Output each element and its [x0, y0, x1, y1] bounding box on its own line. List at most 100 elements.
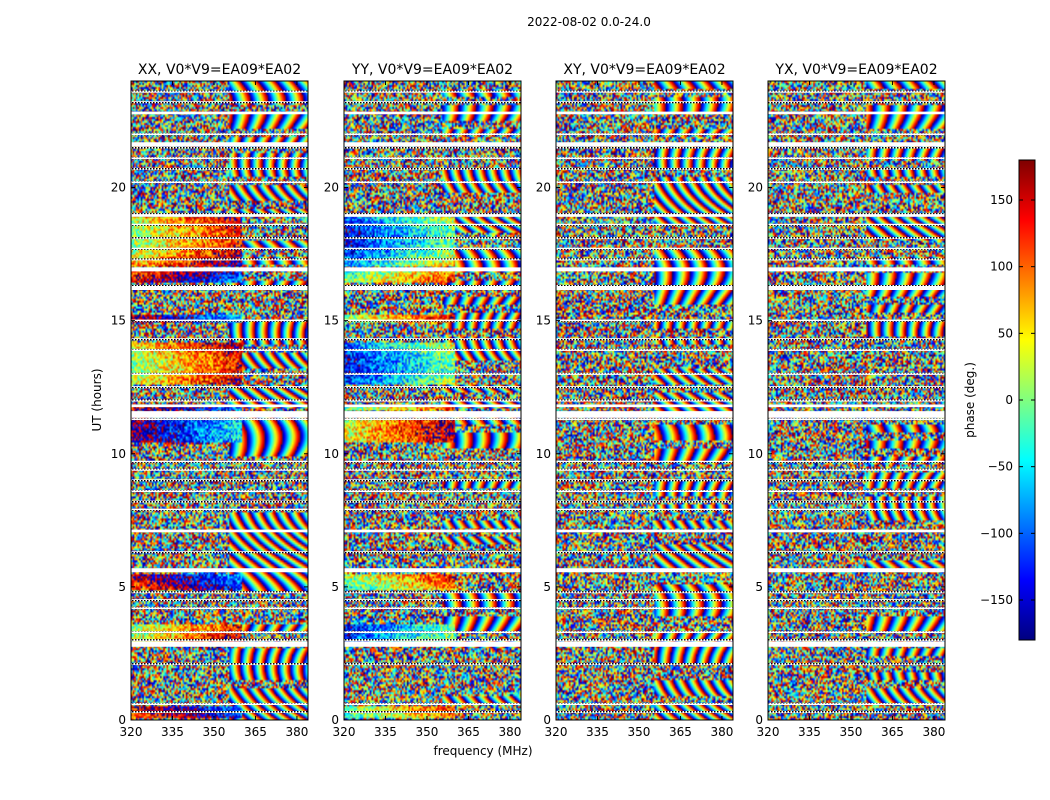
- y-tick-label: 15: [324, 314, 339, 328]
- flagged-row: [131, 223, 308, 226]
- data-gap: [768, 142, 945, 147]
- flagged-row: [131, 372, 308, 375]
- flagged-row: [768, 500, 945, 503]
- data-gap: [768, 267, 945, 272]
- flagged-row: [131, 479, 308, 482]
- flagged-row: [768, 146, 945, 149]
- figure-suptitle: 2022-08-02 0.0-24.0: [527, 15, 651, 29]
- flagged-row: [131, 181, 308, 184]
- flagged-row: [344, 338, 521, 341]
- flagged-row: [768, 418, 945, 421]
- data-gap: [131, 214, 308, 217]
- flagged-row: [556, 460, 733, 463]
- data-gap: [556, 568, 733, 573]
- flagged-row: [344, 479, 521, 482]
- data-gap: [768, 568, 945, 573]
- y-tick-label: 0: [755, 713, 763, 727]
- flagged-row: [131, 663, 308, 666]
- x-tick-label: 380: [710, 725, 733, 739]
- x-tick-label: 335: [586, 725, 609, 739]
- x-tick-label: 320: [120, 725, 143, 739]
- flagged-row: [768, 639, 945, 642]
- flagged-row: [768, 607, 945, 610]
- flagged-row: [768, 181, 945, 184]
- data-gap: [556, 411, 733, 418]
- flagged-row: [768, 386, 945, 389]
- flagged-row: [344, 551, 521, 554]
- flagged-row: [556, 338, 733, 341]
- flagged-row: [556, 711, 733, 714]
- flagged-row: [768, 338, 945, 341]
- x-tick-label: 380: [498, 725, 521, 739]
- data-gap: [131, 142, 308, 147]
- flagged-row: [768, 223, 945, 226]
- flagged-row: [768, 599, 945, 602]
- data-gap: [768, 404, 945, 408]
- flagged-row: [131, 157, 308, 160]
- flagged-row: [131, 386, 308, 389]
- flagged-row: [556, 500, 733, 503]
- data-gap: [556, 267, 733, 272]
- x-tick-label: 320: [757, 725, 780, 739]
- flagged-row: [768, 90, 945, 93]
- flagged-row: [556, 663, 733, 666]
- flagged-row: [768, 711, 945, 714]
- flagged-row: [131, 703, 308, 706]
- flagged-row: [131, 639, 308, 642]
- flagged-row: [768, 319, 945, 322]
- colorbar-tick-label: 100: [990, 260, 1013, 274]
- data-gap: [344, 286, 521, 291]
- flagged-row: [131, 607, 308, 610]
- flagged-row: [344, 639, 521, 642]
- flagged-row: [556, 551, 733, 554]
- flagged-row: [768, 258, 945, 261]
- flagged-row: [556, 418, 733, 421]
- flagged-row: [556, 319, 733, 322]
- flagged-row: [131, 399, 308, 402]
- x-tick-label: 335: [374, 725, 397, 739]
- flagged-row: [344, 157, 521, 160]
- y-axis-label: UT (hours): [90, 368, 104, 431]
- panel-title: XY, V0*V9=EA09*EA02: [563, 62, 725, 78]
- flagged-row: [344, 399, 521, 402]
- y-tick-label: 20: [111, 181, 126, 195]
- flagged-row: [344, 146, 521, 149]
- flagged-row: [131, 167, 308, 170]
- data-gap: [768, 641, 945, 647]
- y-tick-label: 20: [748, 181, 763, 195]
- flagged-row: [556, 599, 733, 602]
- flagged-row: [344, 319, 521, 322]
- panel-yx: YX, V0*V9=EA09*EA02 320 335 350 365 380 0 5 10 15…: [748, 62, 946, 739]
- data-gap: [556, 142, 733, 147]
- flagged-row: [556, 181, 733, 184]
- data-gap: [344, 214, 521, 217]
- y-tick-label: 20: [324, 181, 339, 195]
- y-tick-label: 5: [331, 580, 339, 594]
- flagged-row: [556, 348, 733, 351]
- panel-xy: XY, V0*V9=EA09*EA02 320 335 350 365 380 0 5 10 15…: [536, 62, 734, 739]
- data-gap: [131, 404, 308, 408]
- colorbar-tick-label: 50: [998, 326, 1013, 340]
- flagged-row: [131, 551, 308, 554]
- data-gap: [344, 267, 521, 272]
- flagged-row: [768, 133, 945, 136]
- flagged-row: [344, 237, 521, 240]
- flagged-row: [344, 631, 521, 634]
- panel-frame: [130, 80, 309, 721]
- flagged-row: [344, 663, 521, 666]
- flagged-row: [556, 631, 733, 634]
- colorbar-tick-label: 150: [990, 193, 1013, 207]
- flagged-row: [131, 711, 308, 714]
- flagged-row: [768, 551, 945, 554]
- flagged-row: [768, 591, 945, 594]
- x-tick-label: 350: [416, 725, 439, 739]
- data-gap: [131, 529, 308, 533]
- data-gap: [131, 267, 308, 272]
- panel-yy: YY, V0*V9=EA09*EA02 320 335 350 365 380 0 5 10 15…: [324, 62, 522, 739]
- flagged-row: [344, 133, 521, 136]
- flagged-row: [556, 133, 733, 136]
- flagged-row: [131, 631, 308, 634]
- x-tick-label: 335: [798, 725, 821, 739]
- y-tick-label: 10: [111, 447, 126, 461]
